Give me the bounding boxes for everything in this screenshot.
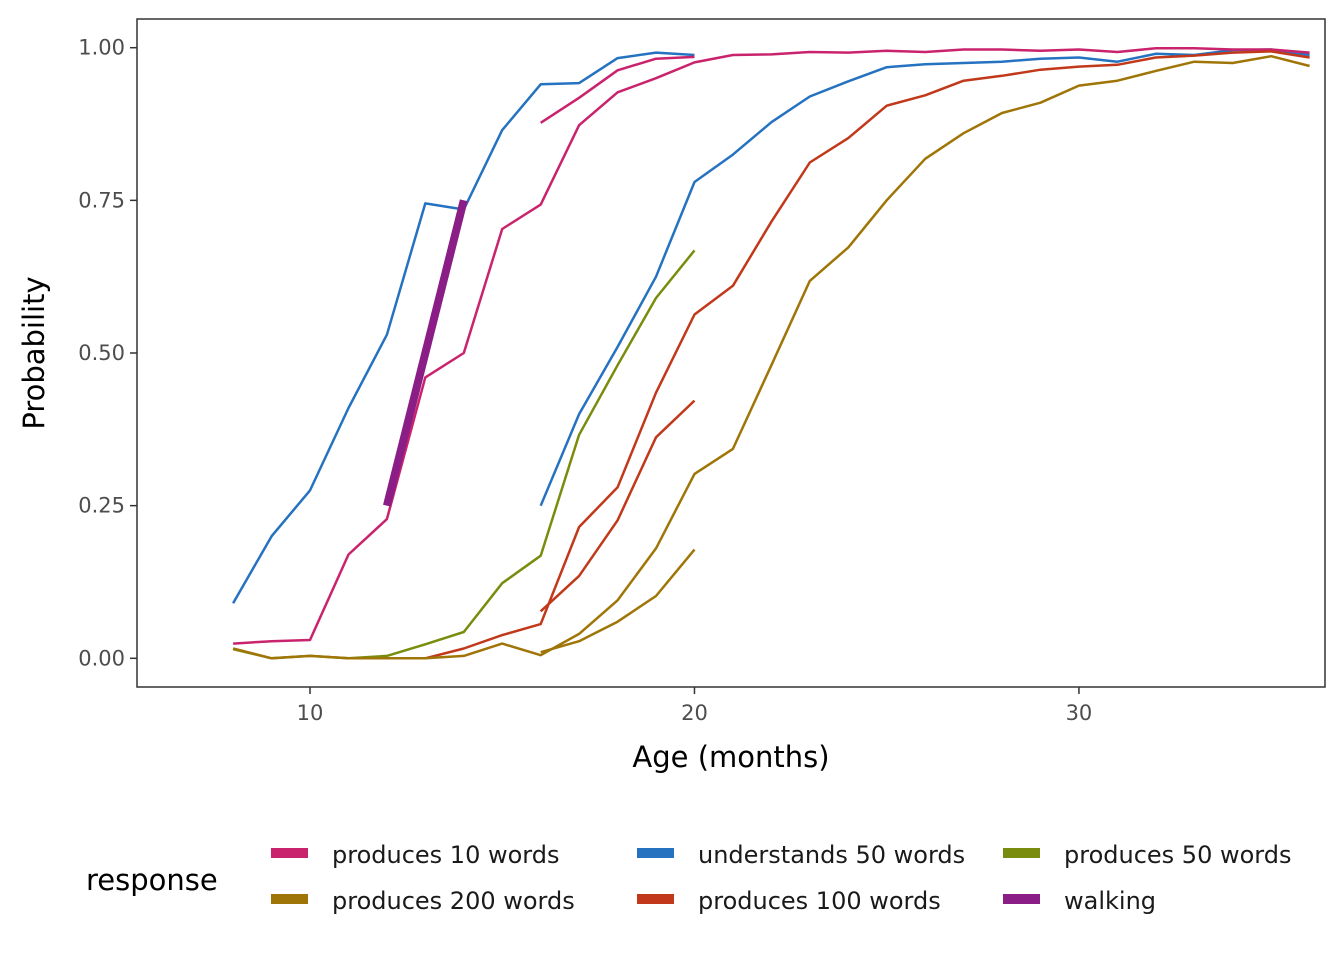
legend-item: produces 200 words [271, 887, 575, 915]
legend-label: walking [1064, 887, 1156, 915]
legend-label: understands 50 words [698, 841, 965, 869]
legend-key [271, 894, 308, 904]
legend-key [1003, 848, 1040, 858]
series-line-understands-50-words-1 [539, 48, 1310, 507]
legend-key [1003, 894, 1040, 904]
x-tick-label: 30 [1066, 701, 1093, 725]
y-tick-label: 0.25 [78, 494, 125, 518]
x-tick-label: 10 [297, 701, 324, 725]
y-tick-label: 0.50 [78, 341, 125, 365]
series-line-produces-200-words-7 [232, 54, 1310, 660]
legend-item: produces 50 words [1003, 841, 1291, 869]
legend-label: produces 100 words [698, 887, 941, 915]
legend-label: produces 200 words [332, 887, 575, 915]
series-layer [232, 47, 1310, 660]
x-axis-title: Age (months) [632, 740, 829, 774]
legend-item: produces 10 words [271, 841, 559, 869]
series-line-walking-9 [383, 199, 468, 507]
series-line-produces-10-words-3 [540, 55, 695, 124]
x-tick-label: 20 [681, 701, 708, 725]
y-tick-label: 0.75 [78, 188, 125, 212]
series-line-produces-100-words-6 [539, 399, 696, 613]
legend-item: produces 100 words [637, 887, 941, 915]
y-axis: 0.00 0.25 0.50 0.75 1.00 [78, 36, 137, 670]
x-axis: 10 20 30 [297, 687, 1093, 725]
legend-label: produces 10 words [332, 841, 559, 869]
legend-key [271, 848, 308, 858]
y-axis-title: Probability [17, 276, 51, 429]
plot-panel [136, 18, 1326, 688]
y-tick-label: 1.00 [78, 36, 125, 60]
legend-key [637, 894, 674, 904]
legend-item: walking [1003, 887, 1156, 915]
legend-title: response [86, 863, 218, 897]
legend-item: understands 50 words [637, 841, 965, 869]
legend-label: produces 50 words [1064, 841, 1291, 869]
series-line-produces-200-words-8 [540, 548, 696, 654]
series-line-produces-10-words-2 [233, 47, 1310, 645]
legend: produces 10 words produces 200 words under… [271, 841, 1291, 915]
series-line-produces-100-words-5 [424, 50, 1310, 660]
legend-key [637, 848, 674, 858]
y-tick-label: 0.00 [78, 646, 125, 670]
